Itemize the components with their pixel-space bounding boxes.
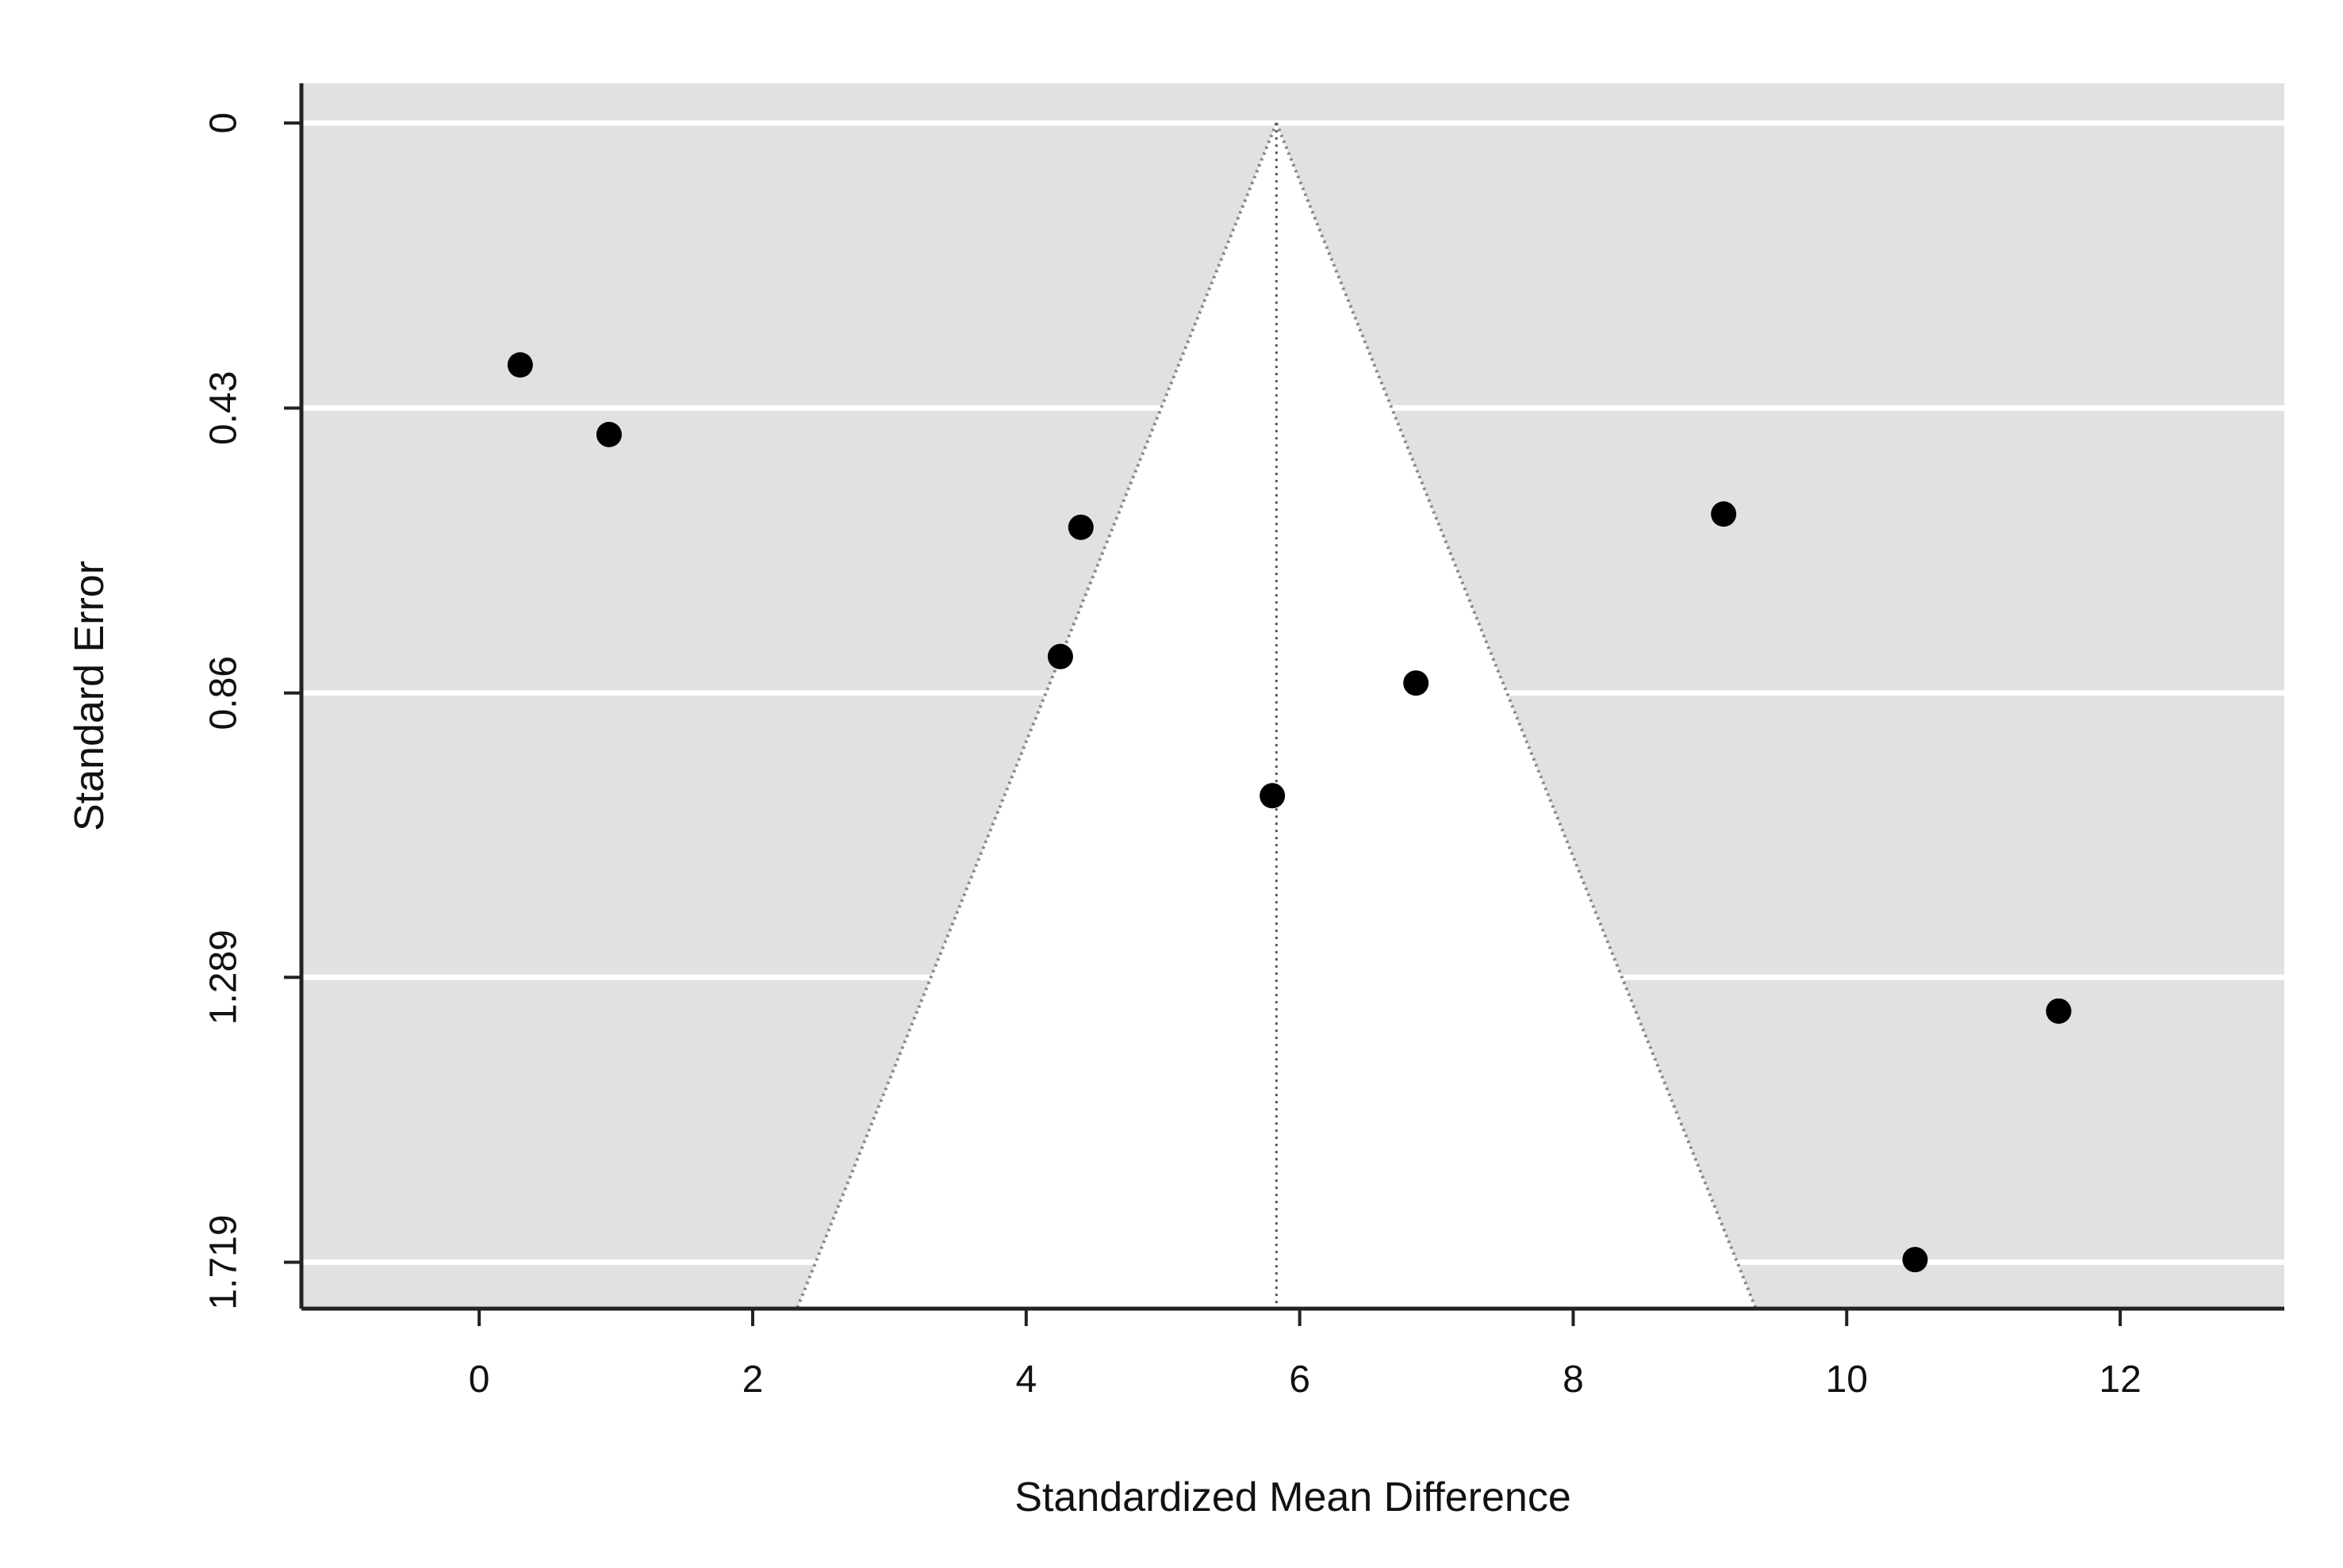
data-point [1260,783,1286,809]
x-tick-label: 4 [1015,1359,1037,1401]
x-tick-label: 12 [2099,1359,2141,1401]
x-tick-label: 10 [1826,1359,1868,1401]
data-point [507,352,533,378]
data-point [1902,1247,1928,1273]
data-point [596,421,622,447]
data-points [507,352,2072,1273]
x-tick-label: 0 [469,1359,490,1401]
x-tick-label: 6 [1289,1359,1310,1401]
data-point [1047,643,1073,669]
x-tick-label: 2 [742,1359,764,1401]
y-axis-title: Standard Error [67,561,113,831]
data-point [1711,501,1737,527]
data-point [2046,998,2072,1024]
data-point [1068,514,1094,540]
axes [299,83,2284,1311]
data-point [1403,670,1429,696]
y-tick-label: 1.289 [203,930,245,1025]
x-tick-label: 8 [1563,1359,1584,1401]
x-axis-ticks: 0 2 4 6 8 10 12 [469,1309,2142,1401]
y-tick-label: 1.719 [203,1214,245,1309]
x-axis-title: Standardized Mean Difference [1014,1474,1570,1520]
y-tick-label: 0.43 [203,371,245,445]
y-tick-label: 0 [203,113,245,134]
y-tick-label: 0.86 [203,656,245,730]
y-axis-ticks: 0 0.43 0.86 1.289 1.719 [203,113,301,1310]
